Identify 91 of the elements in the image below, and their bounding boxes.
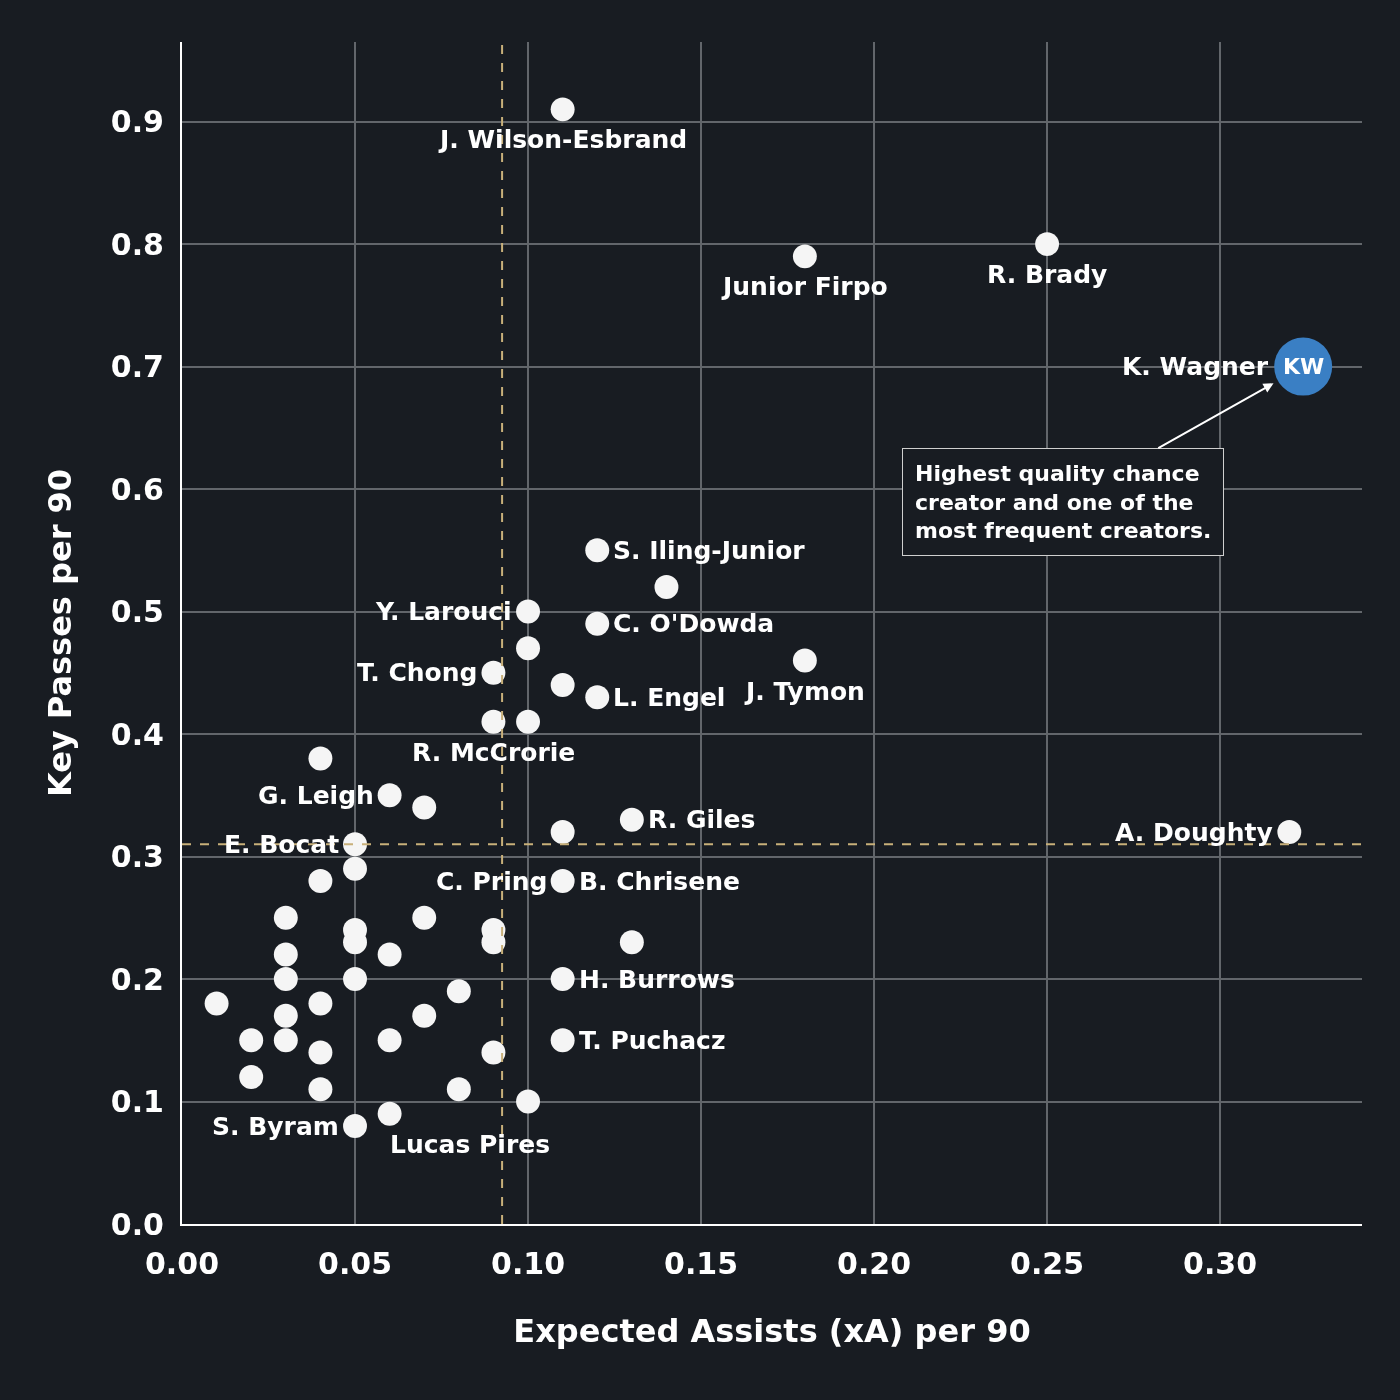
x-tick-label: 0.05 — [318, 1246, 393, 1281]
point — [343, 832, 367, 857]
point — [1035, 232, 1060, 257]
y-tick-label: 0.3 — [110, 839, 164, 875]
point — [308, 1077, 333, 1102]
y-tick-label: 0.5 — [110, 594, 164, 630]
annotation: Highest quality chance creator and one of the most frequent creators. — [915, 461, 1212, 544]
annotation: KW — [1283, 354, 1325, 379]
point — [273, 942, 298, 967]
y-tick-label: 0.2 — [110, 961, 164, 997]
point — [343, 1114, 367, 1138]
x-tick-label: 0.10 — [491, 1246, 566, 1281]
annotation: K. Wagner — [1122, 352, 1269, 381]
point — [412, 795, 437, 820]
point — [619, 807, 644, 832]
y-tick-label: 0.4 — [110, 716, 164, 752]
point — [550, 97, 575, 122]
annotation: H. Burrows — [579, 965, 735, 994]
annotation: T. Chong — [357, 658, 478, 687]
x-axis-title: Expected Assists (xA) per 90 — [513, 1312, 1031, 1351]
point — [792, 244, 817, 269]
y-tick-label: 0.0 — [110, 1206, 164, 1242]
annotation: Y. Larouci — [375, 597, 512, 626]
x-tick-label: 0.15 — [664, 1246, 739, 1281]
y-tick-label: 0.9 — [110, 104, 164, 140]
point — [446, 1077, 471, 1102]
point — [550, 673, 575, 698]
annotation: A. Doughty — [1115, 818, 1273, 847]
x-tick-label: 0.20 — [837, 1246, 912, 1281]
point — [481, 1040, 506, 1065]
point — [481, 660, 506, 685]
point — [1277, 820, 1302, 844]
annotation: T. Puchacz — [579, 1026, 726, 1055]
point — [377, 783, 402, 808]
point — [585, 685, 610, 710]
annotation: J. Wilson-Esbrand — [438, 125, 688, 154]
point — [585, 611, 610, 636]
point — [308, 746, 333, 771]
y-tick-label: 0.1 — [110, 1084, 164, 1120]
point — [516, 599, 540, 624]
annotation: E. Bocat — [224, 830, 340, 859]
annotation: L. Engel — [613, 683, 726, 712]
point — [308, 1040, 333, 1065]
annotation: G. Leigh — [258, 781, 374, 810]
point — [481, 709, 506, 734]
point — [204, 991, 229, 1016]
point — [619, 930, 644, 955]
point — [273, 967, 298, 991]
point — [412, 905, 437, 930]
y-axis-title: Key Passes per 90 — [40, 468, 79, 798]
x-tick-label: 0.25 — [1010, 1246, 1085, 1281]
annotation: B. Chrisene — [579, 867, 740, 896]
point — [308, 869, 333, 893]
point — [343, 967, 367, 991]
point — [654, 575, 679, 600]
annotation: C. Pring — [436, 867, 548, 896]
point — [377, 1101, 402, 1126]
point — [239, 1065, 264, 1089]
point — [377, 1028, 402, 1053]
point — [377, 942, 402, 967]
x-tick-label: 0.30 — [1183, 1246, 1258, 1281]
point — [273, 1003, 298, 1028]
point — [550, 820, 575, 844]
annotation: Lucas Pires — [390, 1130, 551, 1159]
point — [308, 991, 333, 1016]
point — [343, 856, 367, 881]
y-tick-label: 0.6 — [110, 471, 164, 507]
y-tick-label: 0.8 — [110, 226, 164, 262]
annotation: R. Brady — [987, 260, 1108, 289]
point — [585, 538, 610, 563]
annotation: J. Tymon — [744, 677, 865, 706]
point — [550, 869, 575, 893]
y-tick-label: 0.7 — [110, 349, 164, 385]
annotation: S. Iling-Junior — [613, 536, 806, 565]
annotation: R. Giles — [648, 805, 756, 834]
annotation: Junior Firpo — [721, 272, 888, 301]
x-tick-label: 0.00 — [144, 1246, 220, 1281]
point — [516, 636, 540, 661]
point — [516, 1089, 540, 1114]
annotation: S. Byram — [212, 1112, 339, 1141]
point — [792, 648, 817, 673]
point — [273, 1028, 298, 1053]
point — [516, 709, 540, 734]
point — [446, 979, 471, 1004]
annotation: R. McCrorie — [412, 738, 576, 767]
point — [550, 967, 575, 991]
annotation: C. O'Dowda — [613, 609, 775, 638]
point — [273, 905, 298, 930]
point — [239, 1028, 264, 1053]
point — [412, 1003, 437, 1028]
point — [550, 1028, 575, 1053]
